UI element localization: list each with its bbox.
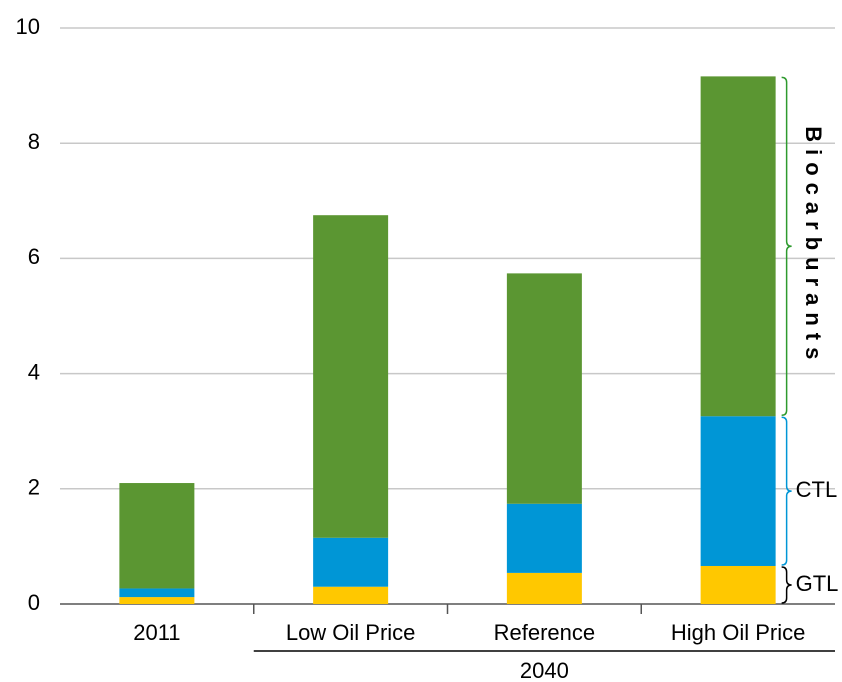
x-tick-label: High Oil Price: [671, 620, 805, 645]
y-tick-label: 6: [28, 244, 40, 269]
x-tick-label: 2011: [133, 620, 180, 645]
legend-label: GTL: [796, 571, 839, 596]
bar-segment: [119, 588, 195, 598]
bar-segment: [313, 215, 389, 538]
bar-segment: [700, 416, 776, 566]
y-tick-label: 2: [28, 475, 40, 500]
y-tick-label: 4: [28, 359, 40, 384]
brace: [781, 416, 792, 566]
brace: [781, 76, 792, 416]
x-tick-label: Reference: [494, 620, 596, 645]
bar-segment: [313, 537, 389, 587]
bar-segment: [700, 76, 776, 417]
bar-segment: [506, 572, 582, 604]
y-tick-label: 0: [28, 590, 40, 615]
bar-segment: [119, 483, 195, 589]
group-label: 2040: [520, 658, 569, 682]
legend-label: Biocarburants: [801, 126, 826, 366]
y-tick-label: 10: [16, 14, 40, 39]
brace: [781, 566, 792, 604]
bar-segment: [506, 273, 582, 504]
legend-label: CTL: [796, 477, 838, 502]
y-tick-label: 8: [28, 129, 40, 154]
x-tick-label: Low Oil Price: [286, 620, 416, 645]
bar-segment: [506, 503, 582, 573]
bar-segment: [313, 586, 389, 604]
bar-segment: [700, 565, 776, 604]
bar-segment: [119, 597, 195, 604]
